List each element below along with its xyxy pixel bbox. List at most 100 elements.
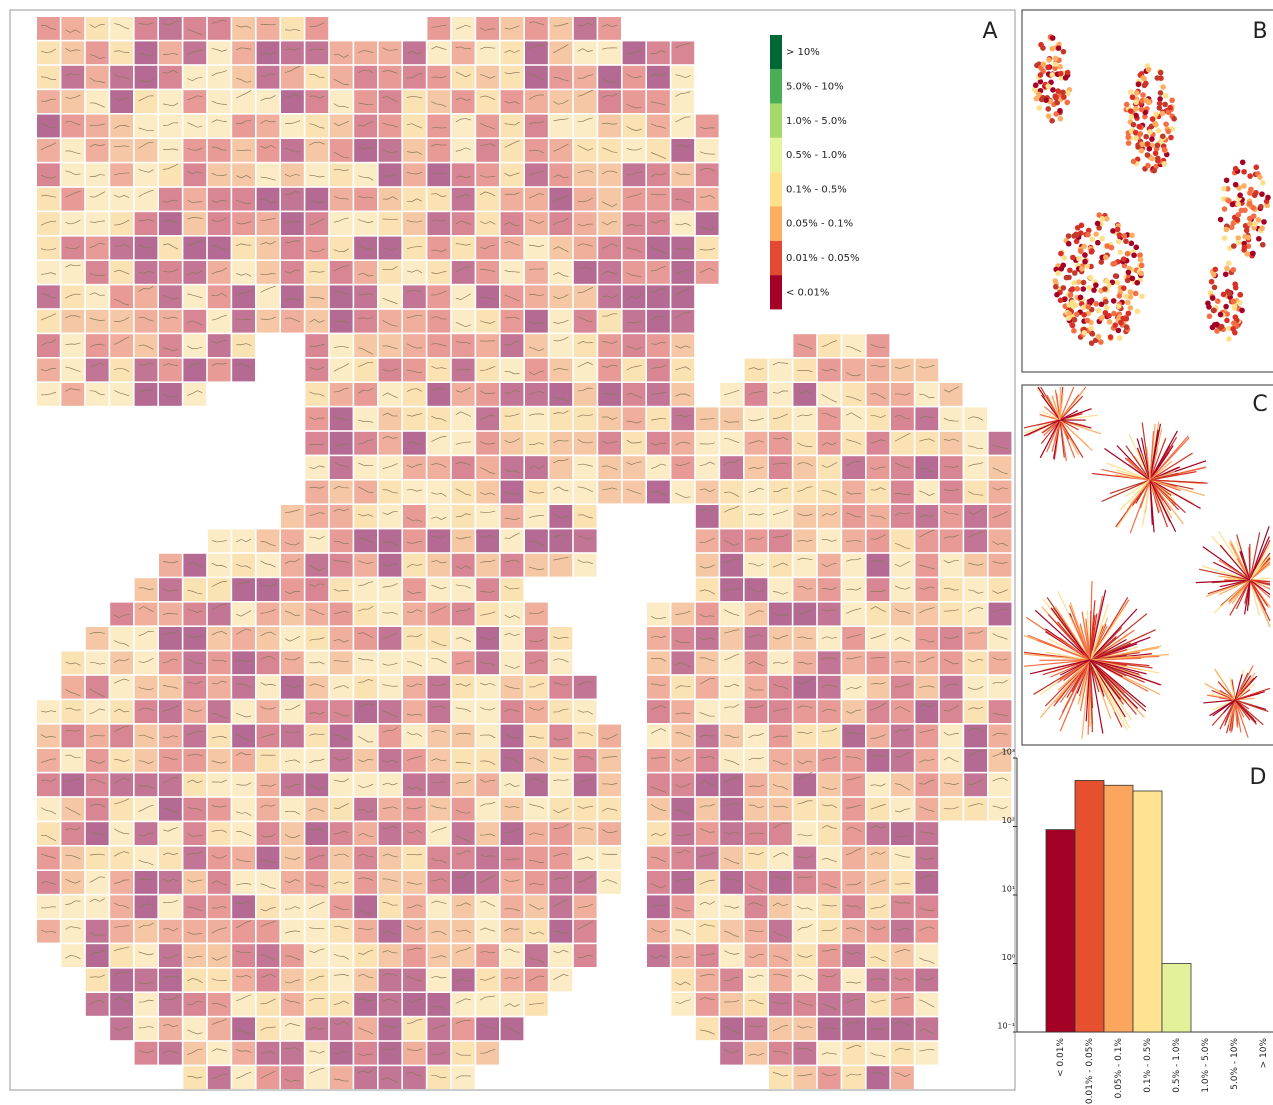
tile bbox=[257, 1017, 280, 1040]
tile bbox=[769, 822, 792, 845]
tile bbox=[208, 90, 231, 113]
scatter-point bbox=[1085, 304, 1091, 310]
tile bbox=[598, 725, 621, 748]
tile bbox=[208, 700, 231, 723]
tile bbox=[257, 237, 280, 260]
scatter-point bbox=[1104, 305, 1110, 311]
tile bbox=[818, 383, 841, 406]
tile bbox=[745, 700, 768, 723]
tile bbox=[891, 725, 914, 748]
tile bbox=[671, 969, 694, 992]
scatter-point bbox=[1252, 222, 1258, 228]
tile bbox=[769, 432, 792, 455]
tile bbox=[135, 895, 158, 918]
tile bbox=[86, 310, 109, 333]
tile bbox=[549, 773, 572, 796]
scatter-point bbox=[1057, 108, 1063, 114]
legend-swatch bbox=[770, 35, 782, 69]
tile bbox=[696, 920, 719, 943]
tile bbox=[110, 847, 133, 870]
tile bbox=[476, 969, 499, 992]
scatter-point bbox=[1124, 324, 1130, 330]
tile bbox=[183, 651, 206, 674]
tile bbox=[427, 798, 450, 821]
tile bbox=[403, 115, 426, 138]
tile bbox=[159, 773, 182, 796]
tile bbox=[110, 749, 133, 772]
tile bbox=[232, 1017, 255, 1040]
tile bbox=[793, 993, 816, 1016]
tile bbox=[476, 578, 499, 601]
scatter-point bbox=[1230, 299, 1236, 305]
tile bbox=[476, 432, 499, 455]
tile bbox=[745, 749, 768, 772]
scatter-point bbox=[1068, 292, 1074, 298]
tile bbox=[501, 1017, 524, 1040]
scatter-point bbox=[1126, 140, 1132, 146]
scatter-point bbox=[1111, 311, 1117, 317]
tile bbox=[354, 115, 377, 138]
tile bbox=[403, 66, 426, 89]
tile bbox=[61, 725, 84, 748]
tile bbox=[842, 920, 865, 943]
scatter-point bbox=[1162, 161, 1168, 167]
tile bbox=[183, 261, 206, 284]
tile bbox=[891, 993, 914, 1016]
tile bbox=[549, 115, 572, 138]
tile bbox=[427, 676, 450, 699]
scatter-point bbox=[1257, 174, 1263, 180]
scatter-point bbox=[1145, 152, 1151, 158]
scatter-point bbox=[1089, 298, 1095, 304]
tile bbox=[452, 920, 475, 943]
tile bbox=[403, 529, 426, 552]
tile bbox=[37, 895, 60, 918]
tile bbox=[330, 115, 353, 138]
scatter-point bbox=[1079, 266, 1085, 272]
tile bbox=[379, 407, 402, 430]
figure: 10⁻¹10⁰10¹10²10³< 0.01%0.01% - 0.05%0.05… bbox=[0, 0, 1273, 1105]
tile bbox=[159, 969, 182, 992]
tile bbox=[696, 163, 719, 186]
tile bbox=[574, 383, 597, 406]
tile bbox=[403, 944, 426, 967]
tile bbox=[183, 334, 206, 357]
tile bbox=[720, 700, 743, 723]
tile bbox=[281, 310, 304, 333]
tile bbox=[696, 505, 719, 528]
tile bbox=[135, 871, 158, 894]
scatter-point bbox=[1247, 190, 1253, 196]
scatter-point bbox=[1235, 217, 1241, 223]
scatter-point bbox=[1099, 236, 1105, 242]
tile bbox=[598, 749, 621, 772]
tile bbox=[379, 359, 402, 382]
tile bbox=[135, 163, 158, 186]
tile bbox=[183, 359, 206, 382]
tile bbox=[354, 603, 377, 626]
tile bbox=[208, 261, 231, 284]
tile bbox=[354, 676, 377, 699]
vector-plot bbox=[1024, 387, 1270, 739]
tile bbox=[452, 505, 475, 528]
tile bbox=[842, 749, 865, 772]
tile bbox=[720, 798, 743, 821]
tile bbox=[37, 822, 60, 845]
tile bbox=[427, 285, 450, 308]
tile bbox=[330, 1042, 353, 1065]
tile bbox=[769, 505, 792, 528]
scatter-point bbox=[1038, 72, 1044, 78]
tile bbox=[525, 651, 548, 674]
tile bbox=[403, 285, 426, 308]
tile bbox=[86, 749, 109, 772]
tile bbox=[159, 749, 182, 772]
tile bbox=[183, 41, 206, 64]
scatter-point bbox=[1239, 308, 1245, 314]
tile bbox=[330, 139, 353, 162]
tile bbox=[598, 163, 621, 186]
tile bbox=[842, 798, 865, 821]
tile bbox=[305, 1042, 328, 1065]
tile bbox=[452, 115, 475, 138]
tile bbox=[525, 359, 548, 382]
scatter-point bbox=[1256, 217, 1262, 223]
tile bbox=[696, 871, 719, 894]
tile bbox=[37, 163, 60, 186]
